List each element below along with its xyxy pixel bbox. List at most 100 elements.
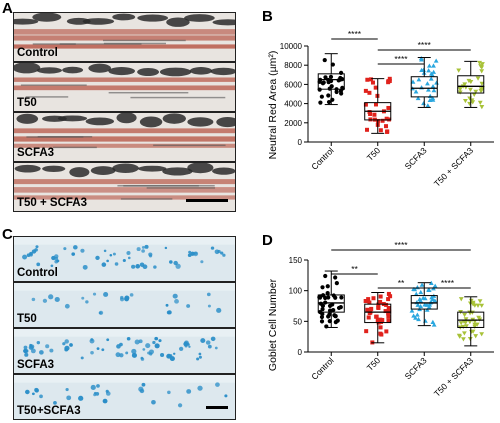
- scale-bar: [186, 199, 228, 202]
- tissue-edge: [14, 375, 235, 383]
- villus-shadow: [36, 67, 63, 74]
- goblet-cell-dot: [198, 355, 202, 359]
- data-point: [328, 74, 334, 79]
- goblet-cell-dot: [71, 252, 76, 256]
- goblet-cell-dot: [45, 344, 50, 349]
- data-point: [432, 283, 438, 288]
- goblet-cell-dot: [131, 264, 136, 269]
- neutral-red-image: [14, 13, 235, 61]
- data-point: [479, 105, 485, 110]
- data-point: [475, 303, 481, 308]
- data-point: [365, 127, 370, 132]
- data-point: [426, 68, 432, 73]
- goblet-cell-dot: [158, 339, 162, 343]
- data-point: [419, 282, 425, 287]
- data-point: [367, 109, 372, 114]
- villus-shadow: [90, 166, 116, 175]
- data-point: [326, 295, 331, 300]
- goblet-cell-dot: [144, 244, 149, 249]
- goblet-cell-dot: [50, 264, 54, 268]
- data-point: [325, 284, 330, 289]
- data-point: [378, 294, 383, 299]
- goblet-cell-dot: [139, 388, 145, 394]
- data-point: [364, 329, 369, 334]
- data-point: [334, 89, 339, 95]
- goblet-cell-dot: [167, 310, 172, 315]
- data-point: [468, 79, 474, 85]
- x-tick-label: T50: [365, 145, 383, 163]
- villus-shadow: [189, 67, 213, 75]
- goblet-cell-dot: [153, 265, 157, 269]
- x-tick-label: Control: [309, 145, 336, 172]
- data-point: [421, 100, 426, 106]
- data-point: [414, 312, 420, 317]
- data-point: [477, 100, 483, 105]
- data-point: [428, 280, 434, 286]
- data-point: [338, 305, 343, 310]
- data-point: [333, 313, 338, 319]
- micrograph-strip: Control: [13, 236, 236, 282]
- data-point: [383, 309, 388, 314]
- tissue-streak: [25, 96, 69, 98]
- data-point: [386, 297, 391, 302]
- goblet-cell-dot: [103, 292, 109, 297]
- data-point: [422, 302, 428, 307]
- villus-shadow: [112, 163, 139, 173]
- goblet-cell-dot: [138, 339, 143, 344]
- data-point: [384, 329, 389, 334]
- goblet-cell-dot: [54, 256, 59, 261]
- goblet-cell-dot: [136, 247, 141, 252]
- data-point: [418, 289, 424, 295]
- goblet-cell-dot: [174, 299, 179, 304]
- goblet-cell-dot: [119, 297, 125, 302]
- data-point: [325, 290, 330, 296]
- goblet-cell-dot: [106, 259, 109, 263]
- data-point: [323, 75, 328, 80]
- data-point: [457, 87, 463, 92]
- neutral-red-image: [14, 63, 235, 111]
- neutral-red-band: [14, 195, 235, 200]
- tissue-streak: [102, 39, 186, 42]
- data-point: [434, 80, 439, 85]
- goblet-cell-dot: [95, 255, 100, 261]
- villus-shadow: [187, 163, 214, 174]
- data-point: [432, 298, 438, 303]
- y-tick-label: 8000: [284, 61, 302, 70]
- neutral-red-band: [14, 136, 235, 142]
- neutral-red-band: [14, 29, 235, 35]
- data-point: [369, 306, 374, 311]
- goblet-cell-dot: [141, 249, 145, 253]
- data-point: [338, 88, 344, 94]
- data-point: [384, 302, 389, 307]
- data-point: [386, 80, 391, 85]
- goblet-cell-dot: [35, 389, 39, 393]
- y-tick-label: 10000: [280, 42, 303, 51]
- goblet-cell-dot: [31, 392, 35, 396]
- goblet-cell-dot: [210, 246, 215, 250]
- x-tick-label: T50 + SCFA3: [432, 355, 476, 399]
- goblet-cell-dot: [85, 300, 89, 304]
- villus-shadow: [57, 115, 88, 122]
- strip-label: T50+SCFA3: [17, 405, 81, 417]
- data-point: [334, 281, 339, 286]
- goblet-cell-dot: [64, 345, 70, 351]
- villus-shadow: [85, 117, 115, 126]
- data-point: [477, 60, 483, 66]
- strip-label: SCFA3: [17, 359, 55, 371]
- neutral-red-band: [14, 35, 235, 41]
- goblet-cell-dot: [198, 352, 202, 356]
- villus-shadow: [116, 113, 137, 124]
- goblet-cell-dot: [131, 348, 137, 354]
- data-point: [331, 307, 336, 313]
- box: [410, 76, 438, 98]
- goblet-cell-dot: [102, 398, 108, 404]
- goblet-cell-dot: [51, 255, 56, 261]
- data-point: [458, 321, 464, 326]
- data-point: [379, 332, 384, 337]
- data-point: [475, 76, 481, 81]
- data-point: [468, 87, 473, 92]
- data-point: [413, 89, 419, 94]
- neutral-red-band: [14, 44, 235, 49]
- alcian-blue-image: [14, 237, 235, 281]
- data-point: [384, 116, 389, 121]
